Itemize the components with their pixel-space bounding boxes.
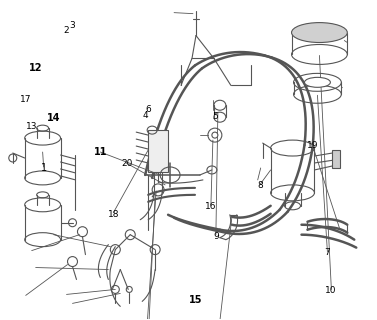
Text: 15: 15	[189, 294, 203, 305]
Text: 13: 13	[26, 122, 37, 131]
Text: 6: 6	[145, 105, 151, 114]
Ellipse shape	[291, 23, 347, 43]
Text: 10: 10	[325, 286, 337, 295]
Text: 11: 11	[93, 147, 107, 157]
Text: 8: 8	[257, 181, 263, 190]
Text: 18: 18	[108, 210, 119, 219]
Ellipse shape	[305, 77, 330, 87]
Text: 14: 14	[47, 113, 60, 123]
Text: 3: 3	[69, 21, 75, 30]
Text: 9: 9	[214, 232, 219, 241]
Text: 20: 20	[121, 159, 132, 168]
Text: 19: 19	[307, 141, 318, 150]
Text: 17: 17	[20, 95, 31, 104]
Text: 5: 5	[212, 113, 218, 122]
Text: 4: 4	[143, 111, 148, 120]
Text: 16: 16	[205, 202, 217, 211]
Text: 12: 12	[29, 63, 42, 73]
Ellipse shape	[212, 132, 218, 138]
Text: 7: 7	[325, 248, 330, 257]
Text: 2: 2	[64, 26, 69, 35]
Bar	[148, 130, 168, 172]
Bar	[333, 150, 340, 168]
Text: 1: 1	[41, 163, 47, 173]
